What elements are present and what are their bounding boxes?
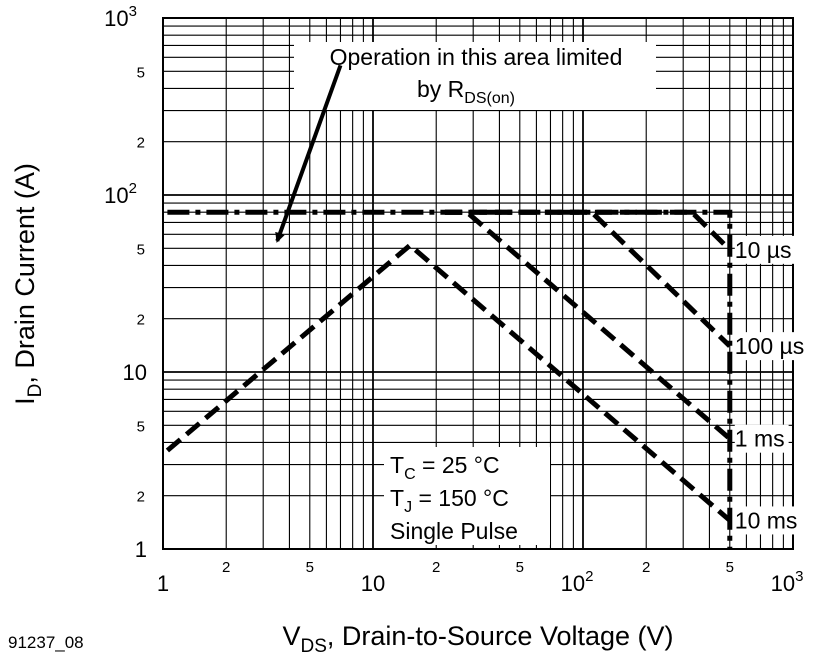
series-label: 10 ms (735, 507, 798, 533)
x-tick-label: 2 (222, 559, 230, 576)
y-tick-label: 2 (137, 489, 145, 506)
x-tick-label: 5 (726, 559, 734, 576)
x-tick-label: 5 (516, 559, 524, 576)
x-tick-label: 10 (361, 571, 385, 596)
y-tick-label: 5 (137, 241, 145, 258)
plot-frame (162, 17, 794, 550)
annotation-line-2-sub: DS(on) (464, 90, 515, 107)
condition-junction-temperature: TJ = 150 °C (390, 485, 509, 516)
y-tick-label: 2 (137, 312, 145, 329)
x-tick-label: 103 (771, 568, 804, 596)
condition-single-pulse: Single Pulse (390, 518, 518, 544)
y-tick-label: 102 (104, 180, 137, 208)
annotation-background (294, 42, 656, 110)
y-axis-label: ID, Drain Current (A) (10, 163, 46, 405)
annotation-line-1: Operation in this area limited (330, 44, 623, 70)
x-axis-label: VDS, Drain-to-Source Voltage (V) (282, 621, 673, 657)
rdson-and-limit-boundary (167, 209, 733, 549)
conditions-background (384, 447, 550, 545)
y-tick-label: 1 (135, 537, 147, 562)
x-tick-label: 1 (157, 571, 169, 596)
series-line (165, 242, 732, 523)
series-line (444, 209, 732, 441)
series-labels: 10 µs 100 µs 1 ms 10 ms (734, 235, 809, 535)
x-tick-label: 2 (642, 559, 650, 576)
figure-id: 91237_08 (8, 633, 84, 652)
pulse-limit-lines (165, 209, 732, 523)
series-label-background (734, 332, 809, 361)
annotation-line-2: by RDS(on) (417, 76, 515, 107)
series-line (444, 209, 732, 348)
y-tick-label: 5 (137, 418, 145, 435)
annotation-arrow (275, 64, 343, 243)
series-label: 100 µs (735, 333, 805, 359)
x-tick-label: 102 (561, 568, 594, 596)
series-line (444, 209, 732, 252)
x-tick-label: 5 (306, 559, 314, 576)
conditions-box: TC = 25 °C TJ = 150 °C Single Pulse (384, 447, 550, 545)
rdson-annotation: Operation in this area limited by RDS(on… (275, 42, 656, 243)
y-tick-label: 103 (104, 3, 137, 31)
limit-boundary-line (167, 209, 733, 549)
series-label-background (734, 424, 789, 453)
series-label-background (734, 235, 796, 264)
y-tick-label: 10 (123, 360, 147, 385)
y-tick-label: 5 (137, 64, 145, 81)
x-tick-label: 2 (432, 559, 440, 576)
annotation-line-2-main: by R (417, 76, 464, 102)
series-label: 1 ms (735, 426, 785, 452)
condition-case-temperature: TC = 25 °C (390, 452, 500, 483)
y-tick-label: 2 (137, 135, 145, 152)
series-label-background (734, 506, 802, 535)
series-label: 10 µs (735, 237, 792, 263)
